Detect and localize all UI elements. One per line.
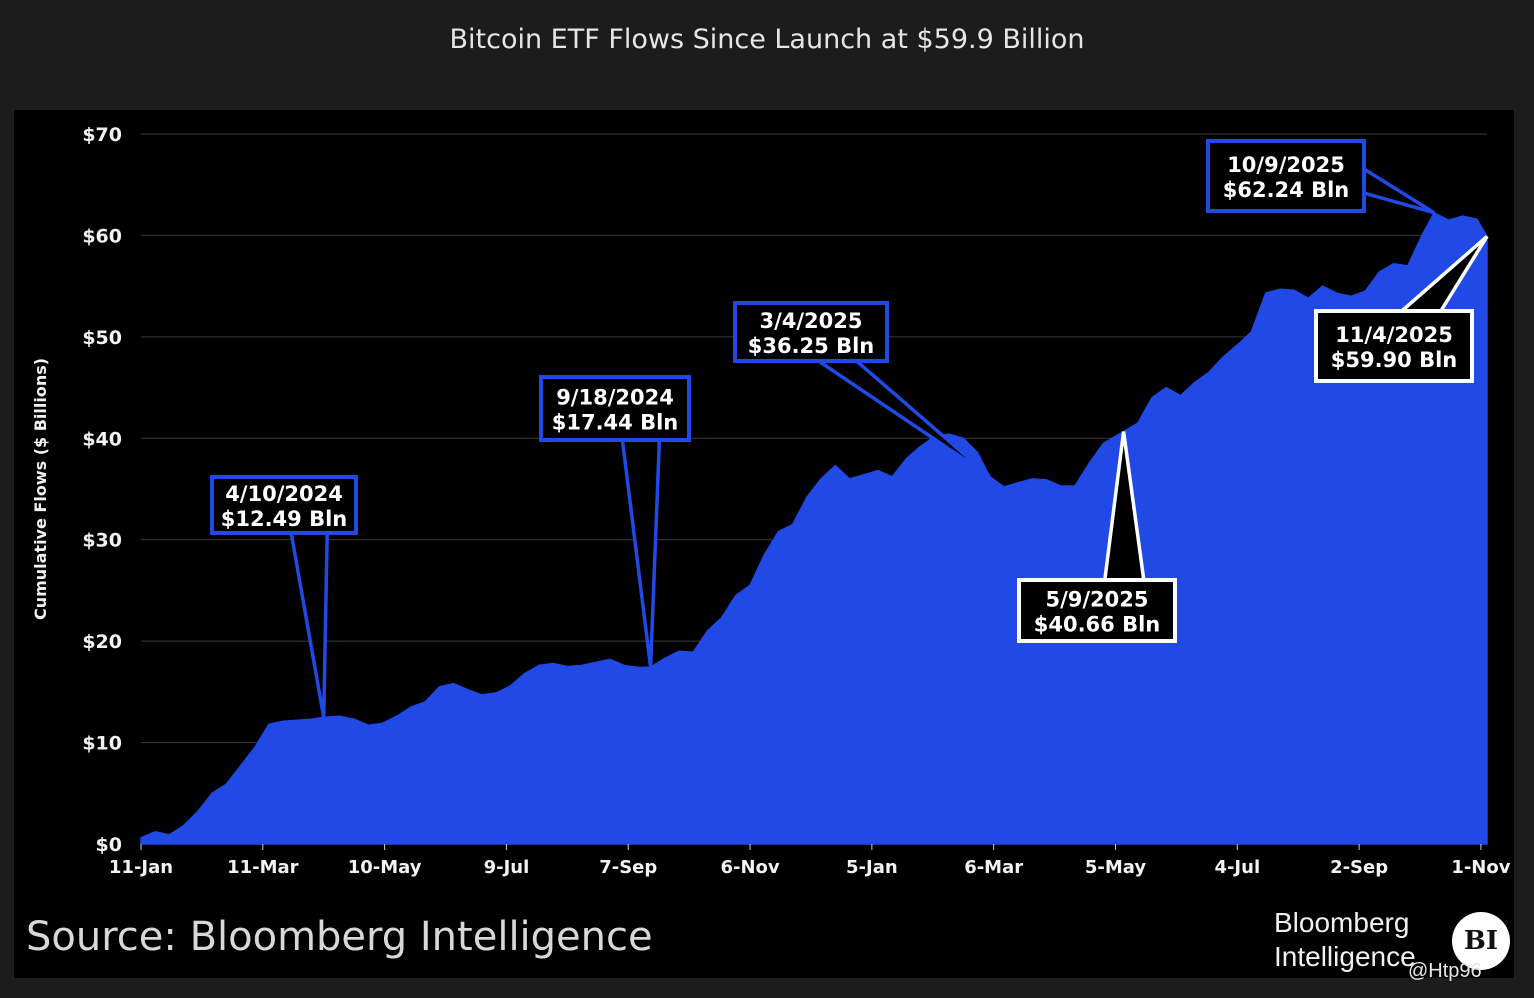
annotations: 4/10/2024$12.49 Bln 9/18/2024$17.44 Bln 3/… [210, 139, 1489, 718]
area-fill [140, 211, 1488, 845]
area-series [140, 211, 1488, 845]
annotation-callout: 3/4/2025$36.25 Bln [733, 301, 991, 478]
y-axis-ticks: $0 $10 $20 $30 $40 $50 $60 $70 [82, 124, 122, 856]
y-tick-label: $10 [82, 733, 122, 755]
y-tick-label: $0 [96, 834, 122, 856]
watermark: @Htp96 [1408, 960, 1482, 982]
brand-wordmark: Bloomberg Intelligence [1274, 906, 1416, 974]
annotation-date: 11/4/2025 [1335, 323, 1453, 347]
annotation-box [1206, 139, 1366, 213]
annotation-date: 9/18/2024 [556, 386, 674, 410]
annotation-box [733, 301, 889, 363]
annotation-value: $62.24 Bln [1223, 178, 1350, 202]
annotation-callout: 10/9/2025$62.24 Bln [1206, 139, 1436, 215]
annotation-callout: 9/18/2024$17.44 Bln [539, 375, 691, 668]
annotation-date: 5/9/2025 [1045, 588, 1148, 612]
annotation-callout: 11/4/2025$59.90 Bln [1314, 235, 1489, 383]
x-tick-label: 7-Sep [599, 857, 657, 878]
chart-panel: $0 $10 $20 $30 $40 $50 $60 $70 11-Jan 11-Mar 10-M… [14, 110, 1514, 978]
x-tick-label: 9-Jul [484, 857, 530, 878]
area-chart: $0 $10 $20 $30 $40 $50 $60 $70 11-Jan 11-Mar 10-M… [31, 124, 1511, 878]
source-note: Source: Bloomberg Intelligence [26, 914, 653, 960]
annotation-date: 3/4/2025 [759, 309, 862, 333]
annotation-date: 10/9/2025 [1227, 153, 1345, 177]
annotation-pointer [812, 359, 991, 478]
y-tick-label: $20 [82, 631, 122, 653]
annotation-value: $40.66 Bln [1034, 613, 1161, 637]
annotation-box [539, 375, 691, 442]
annotation-box [1314, 309, 1474, 383]
annotation-pointer [1362, 165, 1436, 215]
bi-logo-icon: BI [1452, 912, 1510, 970]
x-tick-label: 4-Jul [1214, 857, 1260, 878]
annotation-value: $17.44 Bln [552, 411, 679, 435]
annotation-value: $12.49 Bln [221, 507, 348, 531]
y-axis-label: Cumulative Flows ($ Billions) [31, 358, 50, 620]
x-tick-label: 6-Mar [964, 857, 1023, 878]
annotation-pointer [289, 531, 329, 718]
x-tick-label: 6-Nov [720, 857, 779, 878]
x-tick-label: 5-Jan [846, 857, 898, 878]
y-tick-label: $30 [82, 530, 122, 552]
y-tick-label: $50 [82, 327, 122, 349]
y-tick-label: $40 [82, 428, 122, 450]
y-tick-label: $70 [82, 124, 122, 146]
x-tick-label: 5-May [1085, 857, 1147, 878]
annotation-date: 4/10/2024 [225, 482, 343, 506]
x-tick-label: 1-Nov [1451, 857, 1510, 878]
annotation-callout: 4/10/2024$12.49 Bln [210, 475, 358, 718]
annotation-box [1017, 578, 1177, 643]
annotation-pointer [620, 438, 662, 668]
y-tick-label: $60 [82, 225, 122, 247]
x-tick-label: 11-Mar [227, 857, 299, 878]
brand-line-1: Bloomberg [1274, 907, 1410, 938]
x-axis-ticks: 11-Jan 11-Mar 10-May 9-Jul 7-Sep 6-Nov 5-Jan 6-… [109, 844, 1511, 878]
annotation-callout: 5/9/2025$40.66 Bln [1017, 431, 1177, 643]
x-tick-label: 11-Jan [109, 857, 173, 878]
chart-title: Bitcoin ETF Flows Since Launch at $59.9 … [449, 24, 1085, 55]
annotation-box [210, 475, 358, 535]
annotation-value: $36.25 Bln [748, 334, 875, 358]
x-tick-label: 2-Sep [1330, 857, 1388, 878]
annotation-value: $59.90 Bln [1331, 348, 1458, 372]
x-tick-label: 10-May [348, 857, 422, 878]
brand-line-2: Intelligence [1274, 941, 1416, 972]
